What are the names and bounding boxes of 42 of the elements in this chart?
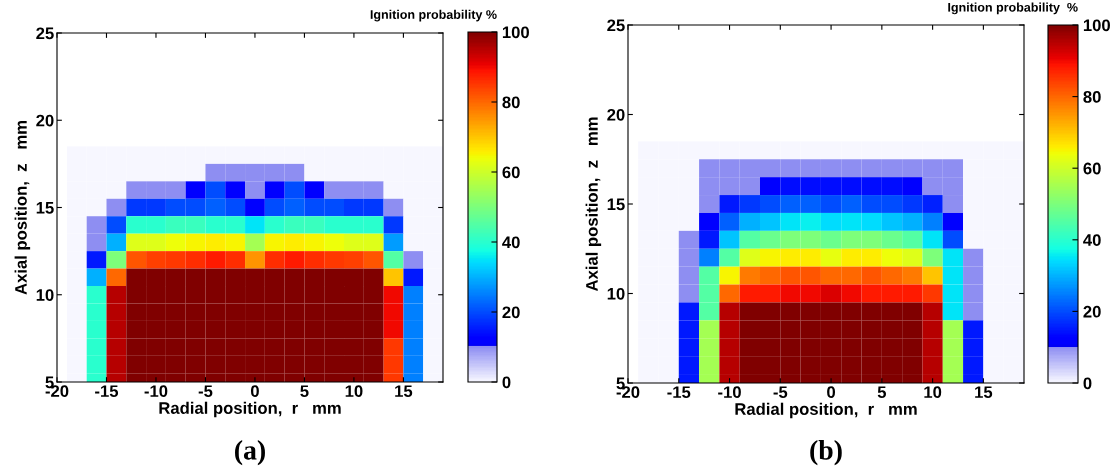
y-axis-title: Axial position, z mm [14, 121, 31, 295]
color-bar-label: 40 [1083, 234, 1101, 246]
x-tick-label: -5 [198, 385, 213, 398]
y-tick-label: 15 [607, 198, 625, 211]
color-bar-label: 80 [502, 96, 520, 109]
y-axis-title: Axial position, z mm [585, 117, 602, 292]
x-tick-label: -5 [773, 386, 788, 399]
x-tick-label: -15 [667, 386, 691, 399]
x-tick-label: 5 [300, 385, 309, 398]
y-tick-label: 10 [36, 289, 54, 301]
x-tick-label: -15 [95, 385, 119, 398]
x-tick-label: 15 [395, 385, 413, 398]
y-tick-label: 20 [36, 114, 54, 127]
y-tick-label: 15 [36, 202, 54, 214]
x-tick-label: 10 [345, 385, 363, 398]
color-bar-label: 100 [1083, 19, 1110, 32]
x-axis-title: Radial position, r mm [735, 402, 917, 419]
x-tick-label: -10 [144, 385, 168, 398]
x-tick-label: -10 [718, 386, 741, 399]
x-tick-label: 15 [975, 386, 993, 399]
x-tick-label: 0 [827, 386, 836, 399]
color-bar-label: 20 [1083, 305, 1101, 318]
color-bar-label: 60 [502, 166, 520, 179]
color-bar-label: 100 [502, 26, 529, 39]
x-tick-label: 10 [924, 386, 942, 399]
x-tick-label: 0 [250, 385, 259, 398]
y-tick-label: 20 [607, 108, 625, 121]
y-tick-label: 25 [607, 19, 625, 32]
text: (b) [810, 440, 842, 466]
color-bar-title: Ignition probability % [948, 2, 1078, 15]
color-bar-label: 20 [502, 306, 520, 319]
y-tick-label: 25 [36, 27, 54, 40]
color-bar-label: 80 [1083, 91, 1101, 103]
color-bar-label: 0 [1083, 377, 1092, 390]
x-tick-label: 5 [877, 386, 887, 399]
x-axis-title: Radial position, r mm [159, 401, 341, 418]
color-bar-label: 40 [502, 236, 520, 249]
text: (a) [235, 440, 265, 466]
color-bar-label: 60 [1083, 162, 1101, 175]
y-tick-label: 10 [607, 287, 625, 300]
color-bar-label: 0 [502, 376, 511, 389]
color-bar-title: Ignition probability % [370, 9, 497, 22]
